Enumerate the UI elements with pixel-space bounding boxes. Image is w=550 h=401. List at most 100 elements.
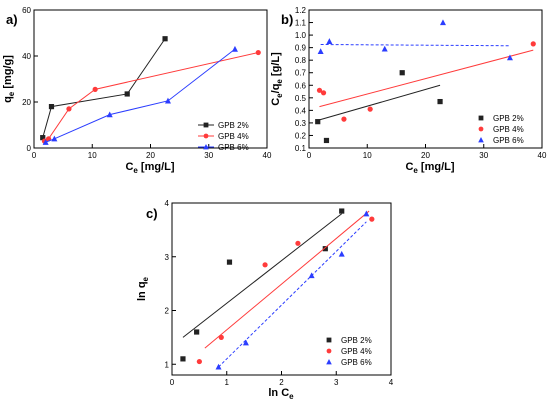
data-point (341, 116, 347, 122)
legend-entry: GPB 2% (198, 121, 249, 130)
panel-a: a) 0 10 20 30 40 0 20 40 60 Ce​ [mg/L] qe​ [mg/g] GP… (2, 6, 272, 175)
x-tick-label: 1 (225, 378, 230, 387)
x-tick-label: 0 (32, 151, 37, 160)
data-point (338, 250, 345, 257)
data-point (164, 97, 171, 104)
fit-line (320, 44, 510, 47)
y-tick-label: 0.4 (295, 106, 307, 115)
legend-entry: GPB 4% (326, 347, 372, 356)
data-point (231, 45, 238, 52)
y-tick-label: 4 (165, 199, 170, 208)
data-point (106, 111, 113, 118)
x-axis-label: Ce​ [mg/L] (125, 161, 174, 175)
y-axis-label: qe​ [mg/g] (2, 55, 16, 103)
y-tick-label: 0.5 (295, 94, 307, 103)
fit-line (317, 84, 441, 121)
data-point (226, 259, 233, 265)
data-point (367, 106, 373, 112)
series-gpb-2- (315, 70, 443, 144)
legend-marker (478, 126, 484, 132)
y-tick-label: 0.8 (295, 56, 307, 65)
y-tick-label: 1.0 (295, 31, 307, 40)
data-point (218, 334, 224, 340)
panel-label: a) (6, 12, 18, 27)
series-gpb-2- (180, 208, 345, 362)
data-point (437, 98, 443, 105)
panel-b: b) 0 10 20 30 40 0.1 0.2 0.3 0.4 0.5 0.6 0.7 0.8 0.9 1.… (270, 6, 547, 175)
data-point (339, 208, 345, 214)
series-gpb-2- (40, 36, 168, 141)
legend-marker (326, 348, 332, 354)
x-tick-label: 20 (421, 151, 430, 160)
data-point (162, 36, 168, 42)
data-point (92, 86, 98, 92)
y-tick-label: 0.3 (295, 119, 307, 128)
y-tick-label: 0.1 (295, 144, 307, 153)
data-point (530, 41, 536, 47)
data-point (255, 49, 261, 56)
x-tick-label: 0 (170, 378, 175, 387)
series-line (42, 38, 166, 138)
x-axis-label: ln Ce​ (268, 387, 294, 401)
fit-line (204, 210, 370, 349)
y-tick-label: 2 (165, 307, 170, 316)
data-point (194, 329, 200, 335)
y-tick-label: 20 (22, 98, 31, 107)
legend-marker (203, 122, 209, 128)
series-gpb-6- (317, 19, 513, 61)
y-axis-label: Ce​/qe​ [g/L] (270, 52, 284, 106)
legend-label: GPB 4% (493, 125, 524, 134)
y-tick-label: 1.1 (295, 19, 307, 28)
legend-entry: GPB 4% (478, 125, 524, 134)
data-point (323, 137, 330, 144)
x-tick-label: 30 (479, 151, 488, 160)
legend-label: GPB 2% (218, 121, 249, 130)
data-point (295, 240, 301, 246)
data-point (315, 119, 321, 125)
x-tick-label: 40 (263, 151, 272, 160)
data-point (506, 54, 513, 61)
legend-entry: GPB 2% (478, 114, 524, 123)
x-tick-label: 2 (279, 378, 284, 387)
data-point (242, 339, 249, 346)
data-point (308, 272, 315, 279)
legend-label: GPB 4% (218, 132, 249, 141)
legend-marker (478, 115, 484, 121)
data-point (48, 104, 55, 110)
series-gpb-4- (196, 210, 375, 365)
series-gpb-6- (42, 45, 238, 145)
x-tick-label: 20 (146, 151, 155, 160)
data-point (215, 363, 222, 370)
fit-line (182, 213, 343, 338)
y-tick-label: 0 (27, 144, 32, 153)
data-point (40, 135, 46, 141)
fit-line (218, 221, 367, 368)
x-tick-label: 40 (538, 151, 547, 160)
y-tick-label: 0.9 (295, 44, 307, 53)
legend-marker (203, 144, 209, 150)
x-tick-label: 30 (204, 151, 213, 160)
x-tick-label: 0 (307, 151, 312, 160)
legend-label: GPB 2% (341, 336, 372, 345)
x-axis-label: Ce​ [mg/L] (405, 161, 454, 175)
data-point (180, 356, 186, 362)
y-tick-label: 3 (165, 253, 170, 262)
series-gpb-6- (215, 210, 370, 370)
data-point (196, 358, 202, 365)
fit-line (319, 49, 534, 108)
data-point (316, 87, 323, 93)
legend-label: GPB 4% (341, 347, 372, 356)
y-tick-label: 0.2 (295, 131, 307, 140)
panel-label: b) (281, 12, 293, 27)
data-point (363, 210, 370, 217)
data-point (326, 38, 333, 44)
data-point (322, 246, 328, 252)
y-tick-label: 60 (22, 6, 31, 15)
legend-marker (326, 337, 332, 343)
y-tick-label: 0.6 (295, 81, 307, 90)
x-tick-label: 10 (88, 151, 97, 160)
data-point (42, 139, 49, 145)
panel-label: c) (146, 206, 158, 221)
